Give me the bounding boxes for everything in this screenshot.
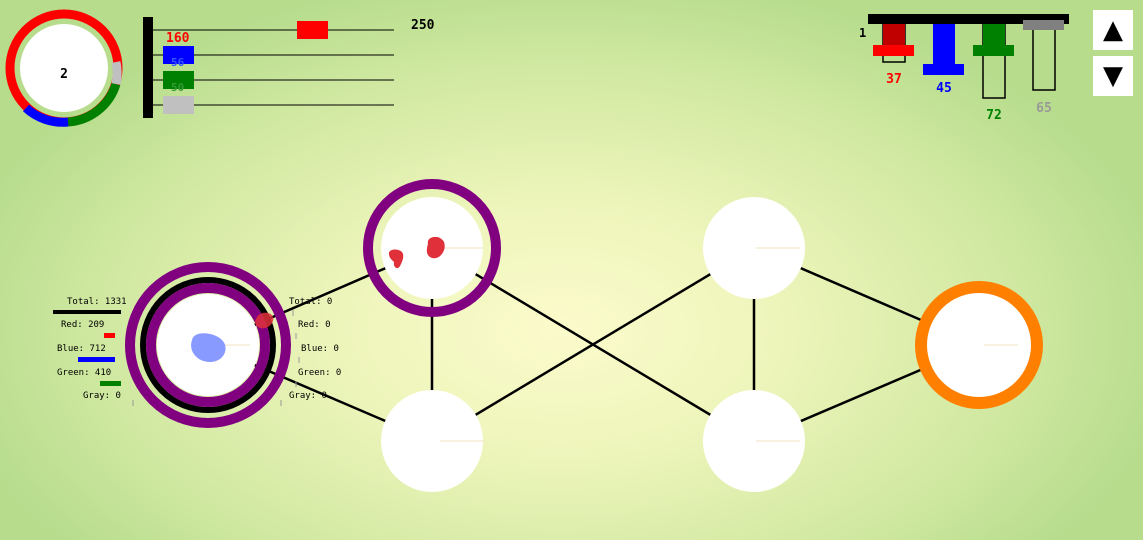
red-slider-value: 160 <box>166 31 190 46</box>
green-level-fill <box>983 24 1005 46</box>
blue-slider-handle[interactable] <box>163 46 194 64</box>
node-bottom-left[interactable] <box>381 390 484 492</box>
right-blue-label: Blue: 0 <box>301 344 339 354</box>
blue-level-marker <box>923 64 964 75</box>
left-red-bar <box>104 333 115 338</box>
bottom-left-center <box>381 390 483 492</box>
scroll-down-button[interactable]: ▼ <box>1093 56 1133 96</box>
left-gray-label: Gray: 0 <box>83 391 121 401</box>
blue-slider-value: 56 <box>171 56 185 69</box>
left-green-label: Green: 410 <box>57 368 112 378</box>
top-slider: 160 56 50 250 <box>143 17 435 118</box>
blue-level-fill <box>933 24 955 66</box>
blue-unit-blob <box>191 333 226 362</box>
level-panel: 1 37 45 72 65 <box>859 14 1069 123</box>
green-level-marker <box>973 45 1014 56</box>
slider-max-label: 250 <box>411 18 435 33</box>
right-gray-label: Gray: 0 <box>289 391 327 401</box>
slider-axis <box>143 17 153 118</box>
node-target[interactable] <box>915 281 1043 409</box>
triangle-up-icon: ▲ <box>1103 15 1123 45</box>
ring-counter: 2 <box>5 9 123 127</box>
top-left-ring <box>363 179 501 317</box>
node-top-right[interactable] <box>703 197 805 299</box>
node-bottom-right[interactable] <box>703 390 805 492</box>
edge-bottom-left-top-right <box>431 246 755 443</box>
left-total-bar <box>53 310 121 314</box>
right-total-label: Total: 0 <box>289 297 333 307</box>
gray-slider-handle[interactable] <box>163 96 194 114</box>
ring-blue-arc <box>22 104 69 127</box>
red-level-fill <box>883 24 905 46</box>
red-slider-handle[interactable] <box>297 21 328 39</box>
gray-level-marker <box>1023 20 1064 30</box>
blue-level-value: 45 <box>936 81 952 96</box>
node-home[interactable] <box>125 262 291 428</box>
green-slider-handle[interactable] <box>163 71 194 89</box>
left-red-label: Red: 209 <box>61 320 105 330</box>
bottom-right-center <box>703 390 805 492</box>
left-green-bar <box>100 381 121 386</box>
gray-level-value: 65 <box>1036 101 1052 116</box>
home-black-ring <box>140 277 276 413</box>
red-level-marker <box>873 45 914 56</box>
red-level-value: 37 <box>886 72 902 87</box>
ring-counter-value: 2 <box>60 67 68 82</box>
top-right-center <box>703 197 805 299</box>
right-green-label: Green: 0 <box>298 368 342 378</box>
gray-level-tube <box>1032 23 1056 91</box>
ring-green-arc <box>67 82 121 127</box>
left-blue-bar <box>78 357 115 362</box>
home-outer-ring <box>125 262 291 428</box>
target-node-ring <box>915 281 1043 409</box>
green-level-value: 72 <box>986 108 1002 123</box>
level-index-label: 1 <box>859 26 866 40</box>
left-stats-bars <box>53 310 134 406</box>
green-slider-value: 50 <box>171 81 184 94</box>
right-stats-ticks <box>280 310 300 406</box>
triangle-down-icon: ▼ <box>1103 61 1123 91</box>
red-unit-blob <box>255 312 274 329</box>
left-blue-label: Blue: 712 <box>57 344 106 354</box>
right-red-label: Red: 0 <box>298 320 331 330</box>
ring-gray-arc <box>111 61 122 85</box>
red-blob-small <box>388 249 404 269</box>
ring-center <box>20 24 108 112</box>
level-bar-top <box>868 14 1069 24</box>
node-top-left[interactable] <box>363 179 501 317</box>
scroll-up-button[interactable]: ▲ <box>1093 10 1133 50</box>
red-blob-large <box>426 236 445 259</box>
home-inner-ring <box>146 283 270 407</box>
left-total-label: Total: 1331 <box>67 297 127 307</box>
